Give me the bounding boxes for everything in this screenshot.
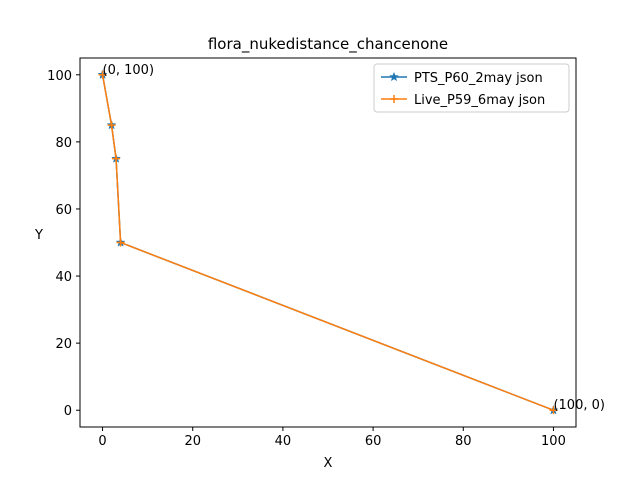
annotation-1: (100, 0): [553, 398, 605, 413]
y-axis-label: Y: [34, 228, 43, 243]
plot-frame: [79, 57, 577, 428]
x-axis-label: X: [324, 456, 333, 471]
plot-area: [97, 69, 559, 415]
series-line-1: [101, 74, 554, 411]
series-0: [97, 69, 559, 415]
series-1-point-1: [107, 121, 116, 130]
series-line-0: [101, 74, 554, 411]
legend-marker-1: [390, 95, 398, 103]
y-tick-label-1: 20: [55, 337, 72, 352]
y-tick-label-2: 40: [55, 270, 72, 285]
series-1-point-0: [98, 70, 107, 79]
y-tick-label-3: 60: [55, 203, 72, 218]
y-tick-label-0: 0: [64, 404, 72, 419]
legend-label-0: PTS_P60_2may json: [414, 71, 543, 86]
y-tick-label-5: 100: [47, 69, 72, 84]
annotations: (0, 100) (100, 0): [103, 63, 605, 413]
x-tick-label-5: 100: [541, 434, 566, 449]
x-tick-label-0: 0: [98, 434, 106, 449]
legend-box: [373, 63, 570, 113]
series-1-point-3: [116, 238, 125, 247]
x-tick-label-1: 20: [184, 434, 201, 449]
legend-label-1: Live_P59_6may json: [414, 93, 545, 108]
annotation-0: (0, 100): [103, 63, 155, 78]
axis-ticks: 0 20 40 60 80 100 0 20 40 60 80 100: [47, 69, 566, 449]
series-1-point-2: [112, 154, 121, 163]
chart-title: flora_nukedistance_chancenone: [208, 35, 448, 54]
y-tick-label-4: 80: [55, 136, 72, 151]
series-1: [98, 70, 558, 415]
x-tick-label-2: 40: [275, 434, 292, 449]
x-tick-label-4: 80: [455, 434, 472, 449]
x-tick-label-3: 60: [365, 434, 382, 449]
series-1-point-4: [549, 406, 558, 415]
legend: PTS_P60_2may json Live_P59_6may json: [373, 63, 570, 113]
legend-marker-0: [389, 71, 399, 82]
